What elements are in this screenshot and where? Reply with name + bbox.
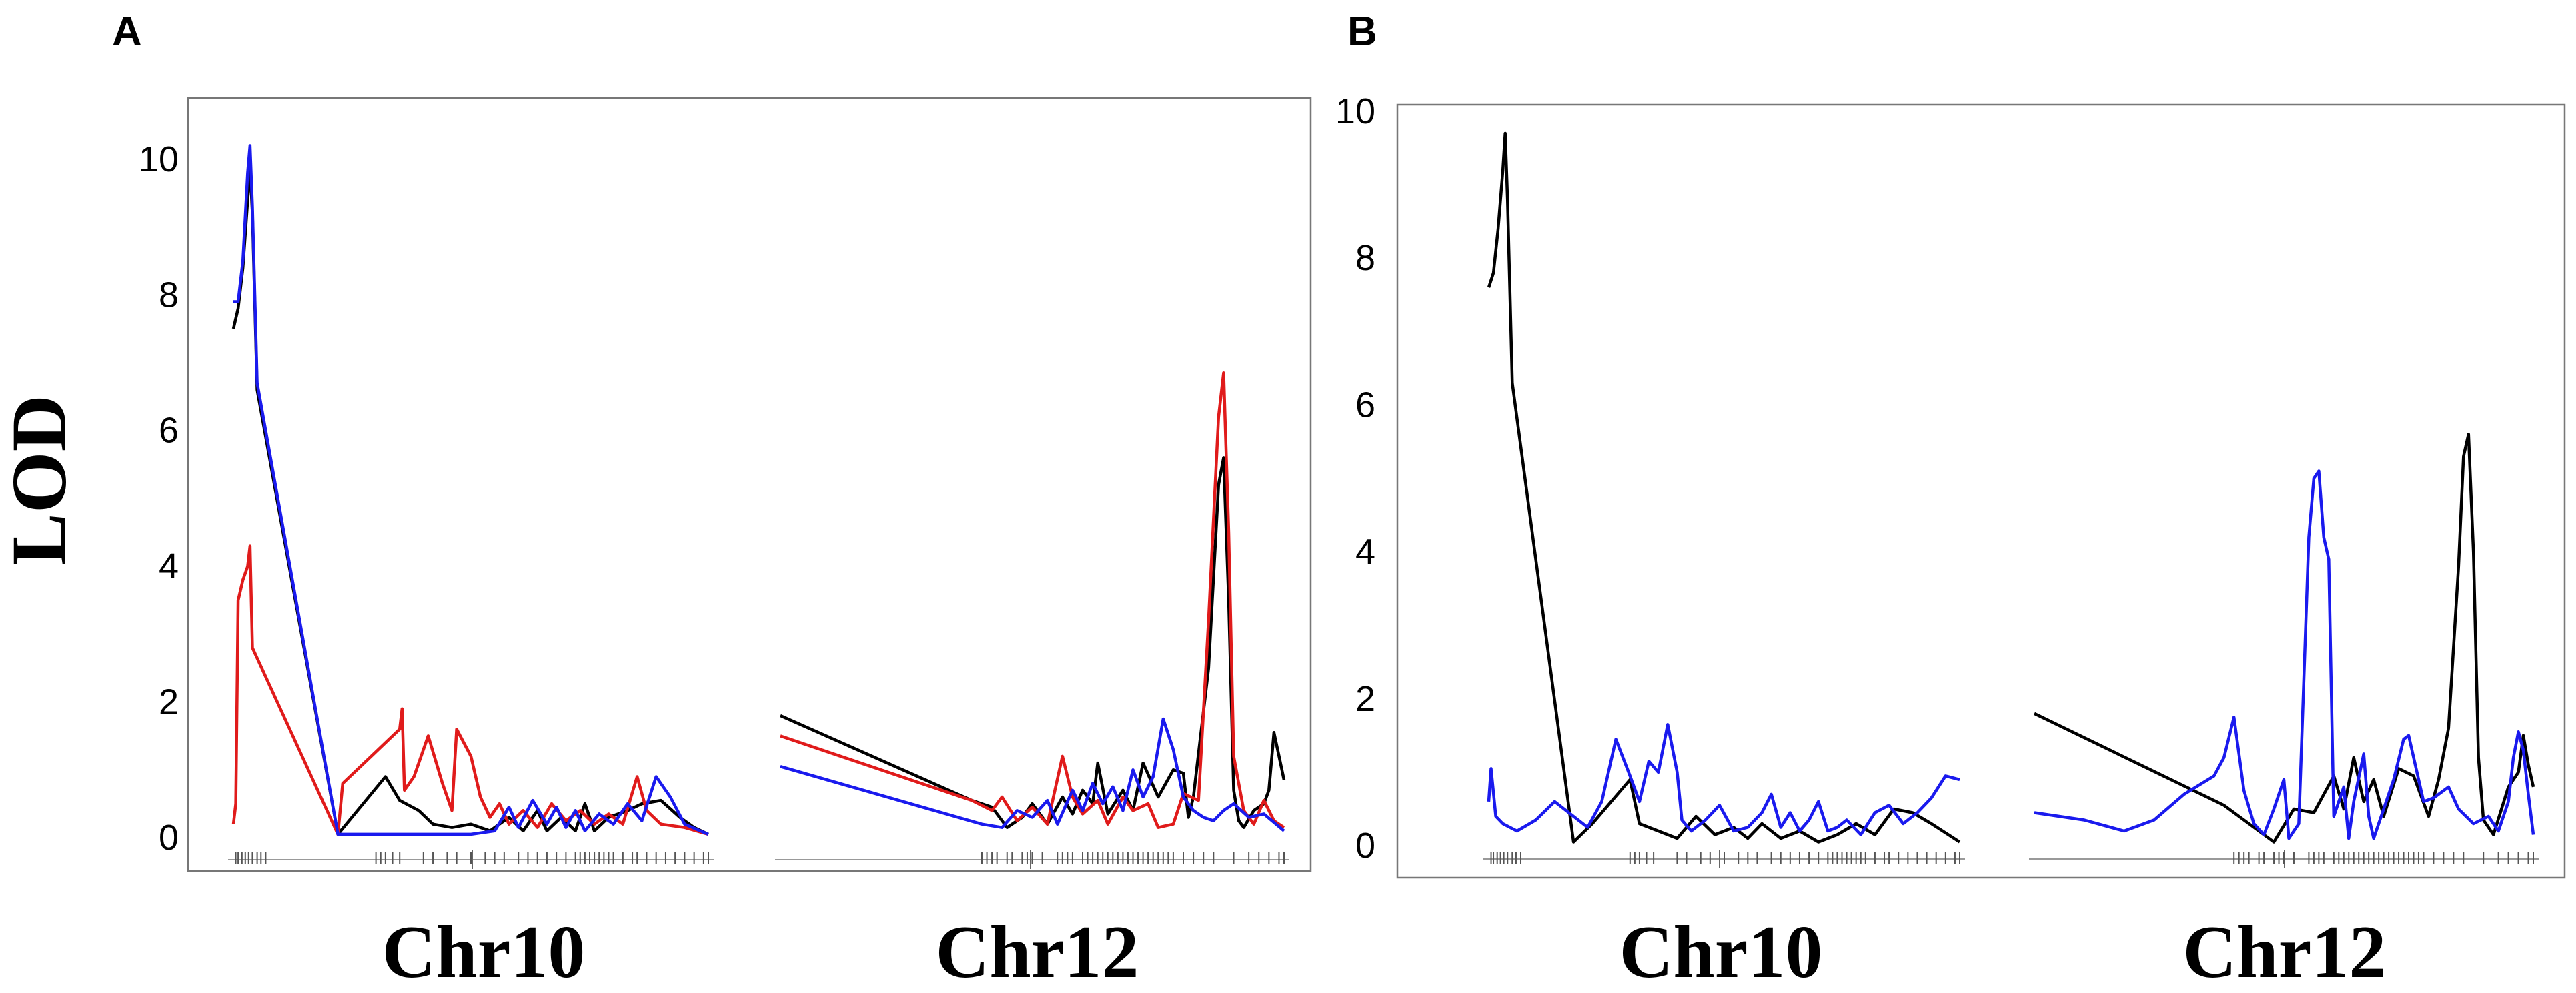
- y-tick-label: 0: [159, 818, 179, 858]
- panel-b: 0 2 4 6 8 10 Chr10 Chr12: [1335, 91, 2566, 993]
- plot-frame: [187, 97, 1312, 872]
- panel-label-a: A: [112, 9, 142, 55]
- lod-line-blue-chr10: [233, 144, 709, 836]
- lod-line-blue-chr12: [780, 717, 1285, 832]
- y-axis-label: LOD: [0, 395, 83, 566]
- chromosome-label-chr10: Chr10: [382, 911, 586, 993]
- panel-a: 0 2 4 6 8 10 Chr10 Chr12: [139, 97, 1312, 993]
- y-tick-label: 10: [139, 139, 179, 179]
- lod-line-black-chr10: [1487, 131, 1961, 844]
- lod-line-red-chr12: [780, 371, 1285, 829]
- y-tick-label: 4: [1355, 532, 1375, 572]
- y-tick-label: 8: [159, 275, 179, 315]
- lod-line-blue-chr12: [2034, 469, 2535, 840]
- panel-label-b: B: [1347, 9, 1377, 55]
- y-tick-label: 6: [1355, 385, 1375, 425]
- y-tick-label: 8: [1355, 238, 1375, 278]
- chromosome-label-chr12: Chr12: [2183, 911, 2387, 993]
- lod-line-black-chr10: [231, 164, 709, 836]
- chromosome-label-chr12: Chr12: [936, 911, 1139, 993]
- y-tick-label: 10: [1335, 91, 1375, 131]
- plot-frame: [1396, 103, 2566, 879]
- y-tick-label: 6: [159, 411, 179, 451]
- y-tick-label: 2: [1355, 679, 1375, 719]
- y-tick-label: 2: [159, 682, 179, 722]
- y-tick-label: 0: [1355, 826, 1375, 866]
- lod-line-blue-chr10: [1487, 723, 1960, 836]
- lod-line-red-chr10: [231, 544, 709, 836]
- lod-line-black-chr12: [2034, 433, 2535, 844]
- y-tick-label: 4: [159, 546, 179, 586]
- chromosome-label-chr10: Chr10: [1620, 911, 1823, 993]
